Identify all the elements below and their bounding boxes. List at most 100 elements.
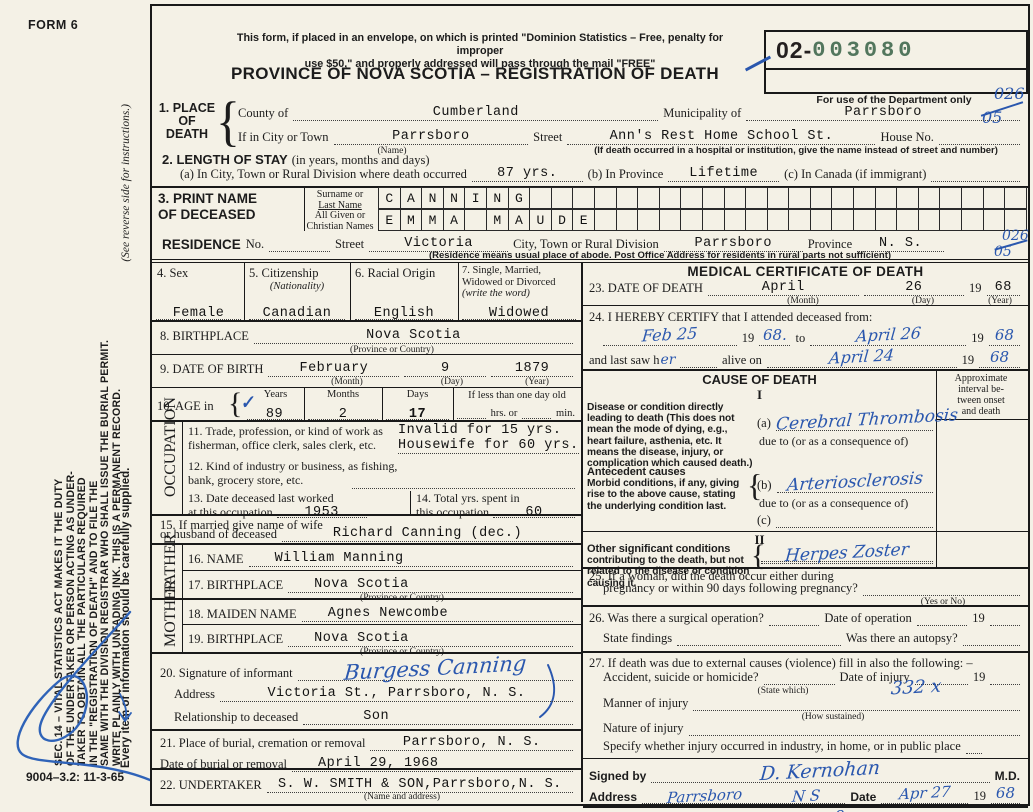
letter-box — [1004, 209, 1027, 231]
cause-c-field — [775, 527, 933, 528]
form-title: PROVINCE OF NOVA SCOTIA – REGISTRATION O… — [231, 64, 719, 83]
letter-box: A — [507, 209, 531, 231]
stay-city-field: 87 yrs. — [471, 163, 583, 182]
signature-descender-stroke — [539, 664, 556, 718]
stay-c-label: (c) In Canada (if immigrant) — [784, 167, 927, 181]
letter-box — [529, 187, 552, 209]
letter-box — [939, 187, 963, 209]
name-address-caption: (Name and address) — [364, 792, 440, 802]
cause-b-field: Arteriosclerosis — [776, 468, 933, 496]
registration-number-prefix: 02- — [776, 36, 813, 63]
letter-box: G — [507, 187, 531, 209]
less-than-day-label: If less than one day old — [468, 390, 566, 401]
age-months-label: Months — [326, 389, 360, 400]
form-code: FORM 6 — [28, 18, 79, 32]
medical-column: MEDICAL CERTIFICATE OF DEATH 23. DATE OF… — [583, 263, 1028, 812]
marital-status-label: 7. Single, Married, Widowed or Divorced … — [462, 265, 556, 299]
other-conditions-field: Herpes Zoster — [761, 540, 933, 566]
city-town-label: If in City or Town — [238, 130, 329, 144]
informant-address-row: Address Victoria St., Parrsboro, N. S. — [174, 686, 573, 702]
letter-box — [593, 187, 617, 209]
form-body: This form, if placed in an envelope, on … — [150, 4, 1030, 812]
letter-box — [809, 187, 833, 209]
informant-signature-field: Burgess Canning — [297, 651, 573, 685]
letter-box — [658, 187, 682, 209]
city-town-field: Parrsboro — [333, 126, 529, 145]
attended-to-field: April 26 — [810, 323, 967, 346]
letter-box — [853, 187, 876, 209]
medical-certificate-title: MEDICAL CERTIFICATE OF DEATH — [687, 264, 924, 279]
age-years-field: 89 — [247, 404, 302, 422]
residence-note: (Residence means usual place of abode. P… — [428, 250, 892, 261]
informant-address-field: Victoria St., Parrsboro, N. S. — [219, 683, 573, 702]
cause-c-row: (c) — [757, 513, 933, 528]
department-note: For use of the Department only — [816, 94, 972, 106]
q27-accident-row: Accident, suicide or homicide? Date of i… — [603, 670, 1020, 685]
stay-b-label: (b) In Province — [587, 167, 664, 181]
letter-box — [917, 209, 941, 231]
mother-birthplace-row: 19. BIRTHPLACE Nova Scotia — [188, 631, 573, 647]
letter-box — [961, 209, 984, 231]
age-days-label: Days — [406, 389, 429, 400]
q25-line1: 25. If a woman, did the death occur eith… — [589, 569, 834, 583]
burial-date-field: April 29, 1968 — [292, 753, 573, 772]
occupation-q12-field — [352, 474, 575, 489]
spouse-row: or husband of deceased Richard Canning (… — [160, 526, 573, 542]
print-code: 9004–3.2: 11-3-65 — [26, 770, 125, 784]
letter-box — [788, 187, 811, 209]
residence-province-field: N. S. — [857, 233, 944, 252]
letter-box — [896, 187, 919, 209]
province-country-caption: (Province or Country) — [350, 345, 434, 355]
residence-label: RESIDENCE — [162, 237, 241, 252]
occupation-q14-field: 60 — [492, 505, 575, 518]
occupation-q11-value: Invalid for 15 yrs. Housewife for 60 yrs… — [398, 423, 579, 454]
letter-box — [550, 187, 574, 209]
death-year-field: 68 — [986, 277, 1020, 296]
personal-column: 4. Sex Female 5. Citizenship (Nationalit… — [152, 263, 581, 802]
letter-box — [831, 209, 855, 231]
letter-box — [701, 187, 725, 209]
cause-numeral-1: I — [756, 387, 763, 402]
cause-b-row: (b) Arteriosclerosis — [757, 468, 933, 496]
day-caption: (Day) — [440, 377, 464, 387]
record-number-row: 28. Division Registrar's Record Number 8 — [589, 807, 869, 812]
mother-maiden-row: 18. MAIDEN NAME Agnes Newcombe — [188, 606, 573, 622]
letter-box — [961, 187, 984, 209]
undertaker-field: S. W. SMITH & SON,Parrsboro,N. S. — [266, 774, 573, 793]
age-years-label: Years — [263, 389, 288, 400]
birthplace-label: 8. BIRTHPLACE — [160, 329, 249, 343]
stay-canada-field — [931, 181, 1021, 182]
letter-box — [982, 187, 1006, 209]
burial-place-row: 21. Place of burial, cremation or remova… — [160, 735, 573, 751]
reverse-side-note: (See reverse side for instructions.) — [120, 104, 132, 262]
dob-year-field: 1879 — [491, 358, 573, 377]
physician-date-field: Apr 27 — [881, 783, 969, 804]
burial-place-field: Parrsboro, N. S. — [370, 732, 573, 751]
letter-box — [745, 187, 768, 209]
age-months-field: 2 — [308, 404, 378, 422]
letter-box: A — [399, 187, 423, 209]
dob-month-field: February — [268, 358, 400, 377]
antecedent-block: Antecedent causes Morbid conditions, if … — [587, 466, 740, 512]
letter-box — [809, 209, 833, 231]
cause-desc-1: Disease or condition directly leading to… — [587, 402, 753, 470]
mother-birthplace-field: Nova Scotia — [288, 628, 573, 647]
letter-box: E — [572, 209, 595, 231]
father-name-field: William Manning — [248, 548, 573, 567]
q27-manner-row: Manner of injury — [603, 696, 1020, 711]
physician-signature-field: D. Kernohan — [651, 757, 990, 785]
death-month-field: April — [707, 277, 859, 296]
residence-province-label: Province — [807, 237, 853, 251]
print-name-label: 3. PRINT NAME OF DECEASED — [158, 191, 258, 222]
place-line-1: County of Cumberland Municipality of Par… — [238, 104, 1020, 121]
attended-from-field: Feb 25 — [603, 323, 737, 346]
physician-address-field: Parrsboro N S — [642, 785, 846, 807]
q27-line1: 27. If death was due to external causes … — [589, 656, 973, 670]
letter-box: C — [378, 187, 401, 209]
residence-no-field — [269, 251, 330, 252]
physician-signature-row: Signed by D. Kernohan M.D. — [589, 756, 1020, 786]
check-mark-icon — [118, 693, 132, 723]
cause-title: CAUSE OF DEATH — [702, 372, 817, 387]
registration-number-box: 02- 003080 — [764, 30, 1028, 94]
